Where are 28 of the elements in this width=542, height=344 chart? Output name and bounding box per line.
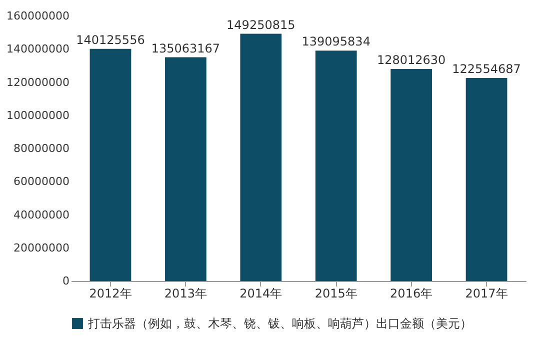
- legend-label: 打击乐器（例如，鼓、木琴、铙、钹、响板、响葫芦）出口金额（美元）: [87, 316, 472, 330]
- data-label: 135063167: [151, 41, 220, 56]
- data-label: 149250815: [226, 18, 296, 32]
- y-tick-label: 40000000: [14, 208, 70, 222]
- y-tick-label: 80000000: [14, 142, 70, 155]
- bar: [165, 57, 206, 281]
- bar: [466, 78, 508, 281]
- data-label: 140125556: [76, 32, 145, 47]
- y-tick-label: 20000000: [14, 241, 70, 254]
- bar: [90, 48, 132, 281]
- y-tick-label: 60000000: [14, 175, 70, 188]
- bar: [315, 50, 357, 281]
- x-tick-label: 2015年: [314, 286, 358, 300]
- data-label: 128012630: [376, 52, 446, 67]
- x-tick-label: 2013年: [164, 286, 207, 300]
- x-tick-label: 2012年: [89, 286, 132, 300]
- y-tick-label: 120000000: [6, 76, 70, 89]
- x-tick-label: 2017年: [465, 286, 508, 300]
- bar: [390, 68, 432, 281]
- y-tick-label: 160000000: [6, 10, 70, 22]
- y-tick-label: 140000000: [6, 42, 70, 56]
- data-label: 122554687: [452, 62, 521, 76]
- x-tick-label: 2016年: [390, 286, 433, 300]
- bar: [240, 34, 282, 281]
- data-label: 139095834: [302, 34, 370, 49]
- y-tick-label: 0: [62, 274, 70, 288]
- x-tick-label: 2014年: [240, 286, 282, 300]
- y-tick-label: 100000000: [6, 108, 70, 122]
